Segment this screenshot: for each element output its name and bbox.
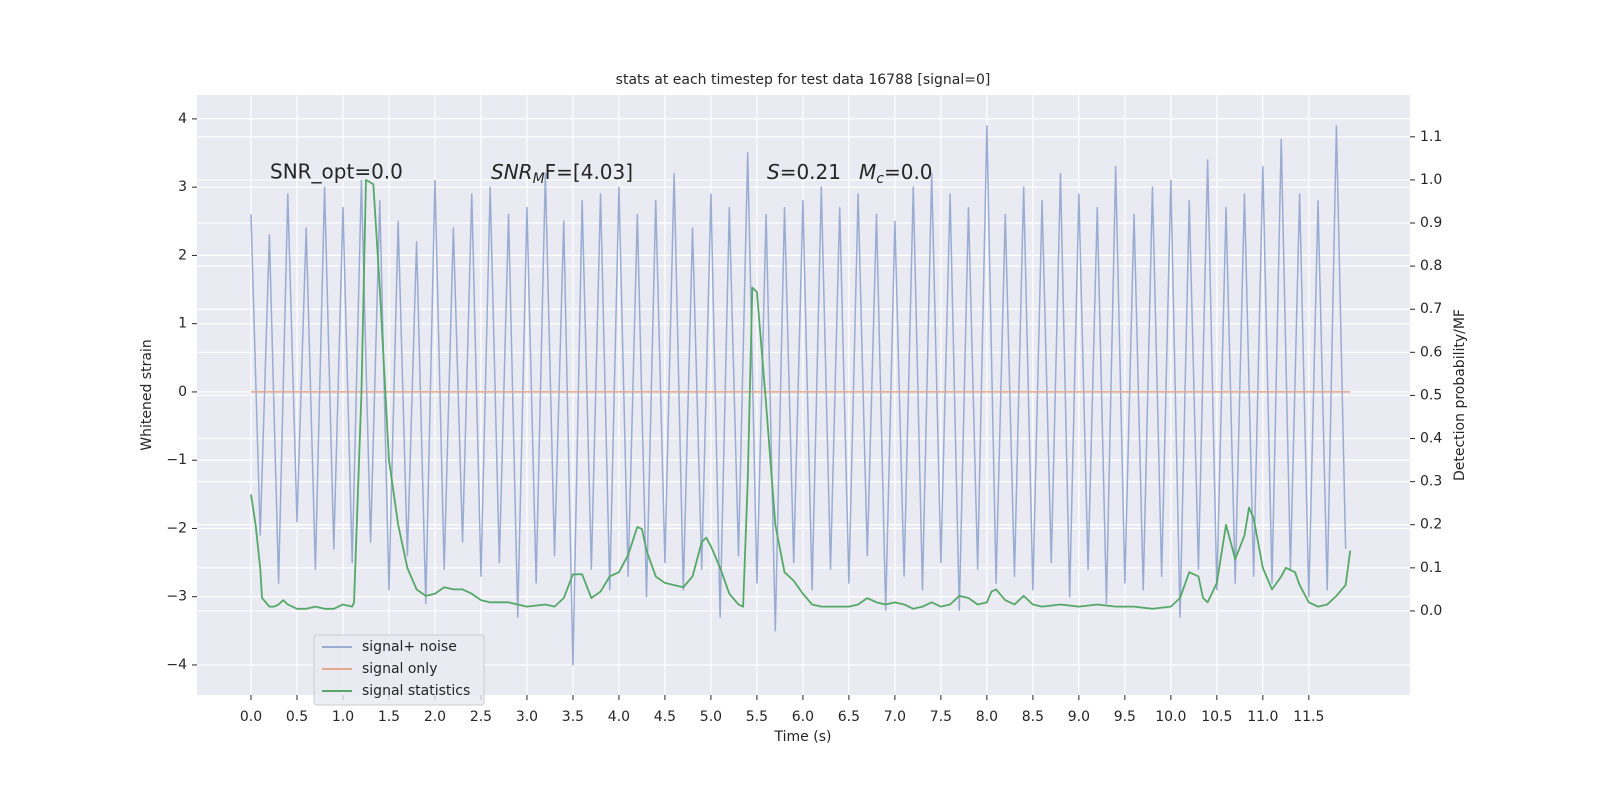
marks: [250, 124, 1352, 666]
legend-box: [313, 634, 485, 706]
x-tick-label: 0.5: [286, 709, 308, 725]
x-axis-label: Time (s): [774, 729, 832, 745]
y-axis-label: Whitened strain: [139, 339, 155, 450]
labels: 0.0 0.5 1.0 1.5 2.0 2.5 3.0 3.5 4.0 4.5 5.0 5.5 6.0 6…: [166, 111, 1442, 725]
x-tick-label: 9.5: [1114, 709, 1136, 725]
y2-tick-label: 1.1: [1420, 129, 1442, 145]
annotation: SNRMF=[4.03]: [491, 160, 633, 188]
annotation-var: M: [859, 160, 876, 184]
y2-tick-label: 0.2: [1420, 517, 1442, 533]
x-tick-label: 4.0: [608, 709, 630, 725]
legend-label: signal+ noise: [362, 639, 457, 655]
x-tick-label: 5.5: [746, 709, 768, 725]
y2-tick-label: 0.9: [1420, 215, 1442, 231]
y-tick-label: 0: [178, 384, 187, 400]
x-tick-label: 6.5: [838, 709, 860, 725]
y2-tick-label: 0.7: [1420, 301, 1442, 317]
annotation-var: S: [767, 160, 780, 184]
chart-title: stats at each timestep for test data 167…: [616, 72, 991, 88]
annotation-rest: =0.21: [780, 160, 841, 184]
legend-label: signal only: [362, 661, 437, 677]
y2-tick-label: 0.8: [1420, 258, 1442, 274]
y2-tick-label: 0.6: [1420, 344, 1442, 360]
x-tick-label: 10.5: [1201, 709, 1232, 725]
y2-tick-label: 0.1: [1420, 560, 1442, 576]
annotation-sub: M: [533, 171, 545, 187]
x-tick-label: 6.0: [792, 709, 814, 725]
x-tick-label: 5.0: [700, 709, 722, 725]
y-tick-label: 3: [178, 179, 187, 195]
annotation: S=0.21: [767, 160, 841, 184]
y-tick-label: −3: [166, 589, 187, 605]
series-line: [250, 179, 1352, 610]
x-tick-label: 11.0: [1247, 709, 1278, 725]
legend-label: signal statistics: [362, 683, 470, 699]
y2-tick-label: 1.0: [1420, 172, 1442, 188]
x-tick-label: 8.0: [976, 709, 998, 725]
x-tick-label: 3.5: [562, 709, 584, 725]
y2-tick-label: 0.0: [1420, 603, 1442, 619]
x-tick-label: 8.5: [1022, 709, 1044, 725]
annotation-var: SNR: [491, 160, 533, 184]
x-tick-label: 2.0: [424, 709, 446, 725]
x-tick-label: 2.5: [470, 709, 492, 725]
annotation-rest: =0.0: [884, 160, 933, 184]
x-tick-label: 11.5: [1293, 709, 1324, 725]
x-tick-label: 9.0: [1068, 709, 1090, 725]
series-line: [250, 124, 1347, 666]
y2-tick-label: 0.4: [1420, 431, 1442, 447]
y-tick-label: 1: [178, 316, 187, 332]
annotation: SNR_opt=0.0: [270, 160, 403, 184]
x-tick-label: 1.0: [332, 709, 354, 725]
x-tick-label: 3.0: [516, 709, 538, 725]
x-tick-label: 7.0: [884, 709, 906, 725]
annotation-rest: F=[4.03]: [545, 160, 633, 184]
x-tick-label: 1.5: [378, 709, 400, 725]
x-tick-label: 7.5: [930, 709, 952, 725]
y-tick-label: −1: [166, 452, 187, 468]
x-tick-label: 0.0: [240, 709, 262, 725]
y-tick-label: 2: [178, 247, 187, 263]
x-tick-label: 10.0: [1155, 709, 1186, 725]
annotation: Mc=0.0: [859, 160, 933, 188]
y-tick-label: −4: [166, 657, 187, 673]
x-tick-label: 4.5: [654, 709, 676, 725]
annotation-sub: c: [876, 171, 884, 187]
y2-tick-label: 0.5: [1420, 387, 1442, 403]
y2-axis-label: Detection probability/MF: [1452, 309, 1468, 481]
y-tick-label: −2: [166, 520, 187, 536]
y-tick-label: 4: [178, 111, 187, 127]
y2-tick-label: 0.3: [1420, 474, 1442, 490]
